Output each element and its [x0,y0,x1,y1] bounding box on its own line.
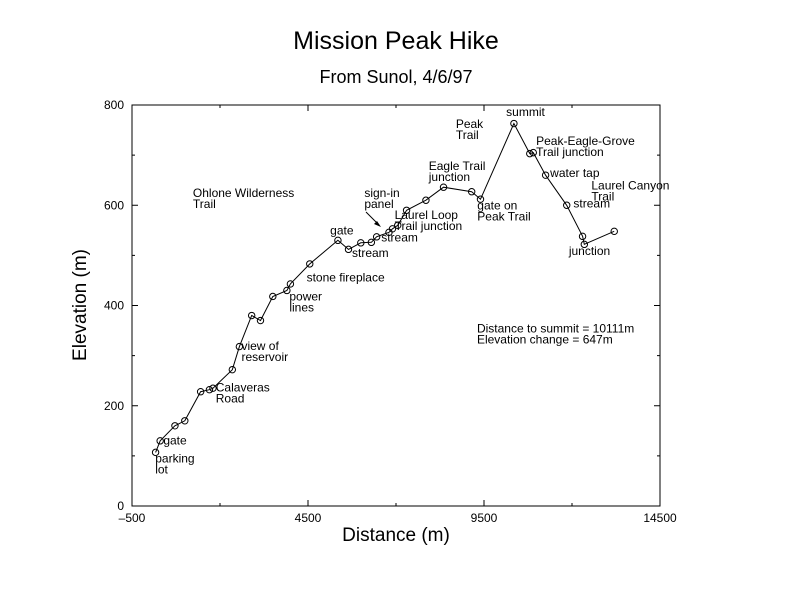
annotation-label: junction [568,244,610,258]
data-point [439,183,448,191]
data-point [388,225,397,233]
data-point [372,233,381,241]
x-tick-label: 9500 [471,511,498,525]
sign-in-arrowhead [374,221,381,227]
data-point [286,280,295,288]
annotation-label: gate [330,223,354,237]
annotation-label: Elevation change = 647m [477,333,613,347]
data-point [529,148,537,157]
annotation-label: stream [352,246,389,260]
annotation-label: summit [506,105,545,119]
chart-title: Mission Peak Hike [293,27,499,55]
annotation-label: panel [364,197,393,211]
data-point [269,292,277,301]
data-point [526,149,534,158]
y-tick-label: 400 [104,299,124,313]
data-point [467,188,476,196]
annotation-label: Ohlone Wilderness [193,186,294,200]
annotation-label: sign-in [364,186,399,200]
annotation-label: lot [155,462,168,476]
annotation-label: view of [241,339,279,353]
data-point [402,206,411,214]
annotation-label: Laurel Loop [395,208,459,222]
annotation-label: parking [155,451,194,465]
annotation-label: stone fireplace [307,270,385,284]
data-point [580,240,589,249]
annotation-label: junction [428,170,470,184]
axis-ticks: –500 4500 9500 14500 0 200 400 600 800 [104,98,677,525]
data-point [209,384,217,392]
x-tick-label: 4500 [295,511,322,525]
data-point [344,245,353,254]
annotation-label: Peak-Eagle-Grove [536,134,635,148]
y-axis-label: Elevation (m) [70,249,91,361]
y-tick-label: 800 [104,98,124,112]
annotation-label: Trail junction [395,219,463,233]
annotation-label: Peak Trail [477,209,530,223]
annotation-label: reservoir [241,350,288,364]
annotation-label: stream [381,230,418,244]
data-point [422,196,430,204]
annotation-label: power [289,289,322,303]
annotation-label: stream [573,196,610,210]
plot-frame [131,104,661,507]
data-point [196,388,205,396]
data-point [156,437,164,445]
data-point [610,227,618,236]
data-point [541,171,550,179]
data-point [306,260,314,268]
annotation-label: Laurel Canyon [591,179,669,193]
data-point [510,119,518,128]
data-point [171,422,179,430]
annotation-label: gate [163,433,187,447]
x-tick-label: 14500 [643,511,677,525]
data-point [235,342,244,351]
annotation-label: Trail junction [536,145,604,159]
data-point [181,417,189,425]
x-axis-label: Distance (m) [342,525,450,546]
series-points [151,119,618,457]
data-point [578,232,587,241]
x-tick-label: –500 [119,511,146,525]
data-point [334,236,342,245]
annotation-label: lines [289,300,314,314]
annotation-label: Distance to summit = 10111m [477,322,634,336]
annotation-label: gate on [477,198,517,212]
data-point [357,239,365,247]
y-tick-label: 0 [117,499,124,513]
data-point [283,286,291,295]
annotation-label: Trail [193,197,216,211]
data-point [367,238,376,247]
chart-subtitle: From Sunol, 4/6/97 [319,67,472,87]
data-point [151,448,160,457]
data-point [247,311,256,320]
data-point [256,316,265,325]
annotation-label: water tap [549,166,600,180]
data-point [563,201,571,209]
annotation-label: Peak [456,117,484,131]
annotation-label: Trail [591,190,614,204]
data-point [394,221,402,230]
data-point [205,386,214,394]
data-point [476,195,485,203]
annotation-label: Road [216,392,245,406]
data-point [228,365,237,374]
annotation-label: Calaveras [216,381,270,395]
y-tick-label: 600 [104,198,124,212]
annotation-label: Trail [456,128,479,142]
annotation-label: Eagle Trail [429,159,486,173]
y-tick-label: 200 [104,399,124,413]
